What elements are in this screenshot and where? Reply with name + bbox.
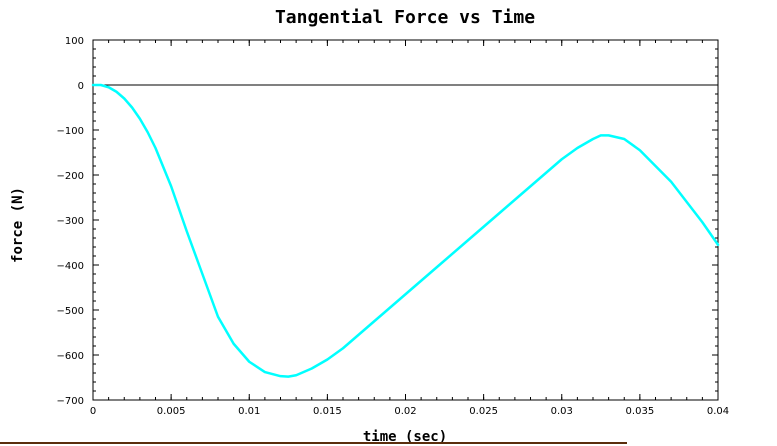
y-tick-label: −500: [57, 306, 84, 317]
y-tick-label: 100: [65, 36, 84, 47]
y-tick-label: −700: [57, 396, 84, 407]
plot-area-frame: [92, 39, 719, 401]
y-tick-label: 0: [78, 81, 84, 92]
x-tick-label: 0.03: [551, 406, 573, 417]
y-tick-label: −300: [57, 216, 84, 227]
x-tick-label: 0: [90, 406, 96, 417]
x-tick-label: 0.04: [707, 406, 729, 417]
chart-title: Tangential Force vs Time: [275, 7, 535, 28]
x-tick-label: 0.035: [626, 406, 655, 417]
x-axis-label: time (sec): [363, 429, 447, 445]
y-tick-label: −400: [57, 261, 84, 272]
y-tick-label: −200: [57, 171, 84, 182]
y-tick-label: −600: [57, 351, 84, 362]
series-group: [91, 83, 720, 378]
x-tick-label: 0.025: [469, 406, 498, 417]
y-axis-label: force (N): [10, 187, 26, 263]
x-tick-label: 0.01: [238, 406, 260, 417]
series-line-0: [91, 83, 720, 378]
axis-ticks: 0 0.005 0.01 0.015 0.02 0.025 0.03 0.035 0.04 100…: [57, 36, 730, 417]
x-tick-label: 0.015: [313, 406, 342, 417]
y-tick-label: −100: [57, 126, 84, 137]
x-tick-label: 0.005: [157, 406, 186, 417]
x-tick-label: 0.02: [394, 406, 416, 417]
